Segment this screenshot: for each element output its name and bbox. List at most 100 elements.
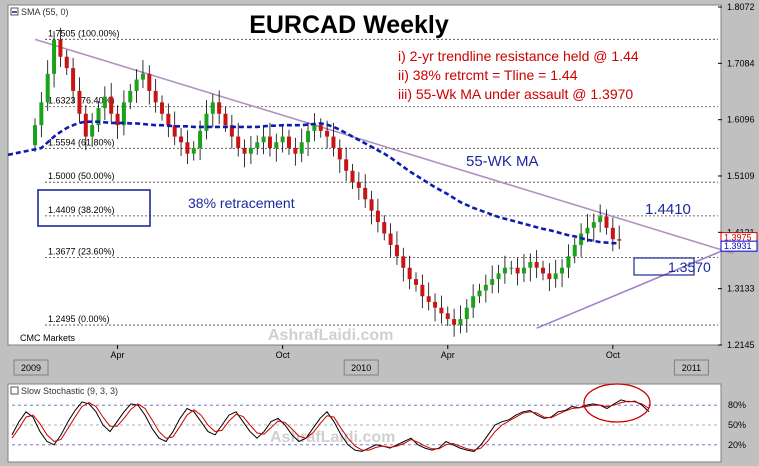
candle-down <box>534 262 539 268</box>
candle-down <box>445 313 450 320</box>
fib-label: 1.7505 (100.00%) <box>48 28 120 38</box>
candle-down <box>426 296 431 302</box>
candle-up <box>306 130 311 143</box>
candle-down <box>166 113 171 126</box>
candle-up <box>502 267 507 274</box>
fib-label: 1.5000 (50.00%) <box>48 171 115 181</box>
candle-down <box>433 301 438 308</box>
candle-down <box>83 113 88 137</box>
candle-down <box>610 227 615 240</box>
candle-down <box>452 319 457 325</box>
candle-down <box>515 267 520 274</box>
candle-down <box>337 147 342 160</box>
candle-down <box>604 216 609 228</box>
candle-up <box>585 227 590 234</box>
candle-up <box>198 130 203 148</box>
support-label: 1.3570 <box>668 259 711 275</box>
y-tick-label: 1.8072 <box>727 2 755 12</box>
candle-down <box>293 147 298 154</box>
price-tag <box>720 240 758 252</box>
candle-down <box>369 199 374 211</box>
candle-down <box>179 136 184 143</box>
indicator-label: SMA (55, 0) <box>21 7 69 17</box>
fib-label: 1.5594 (61.80%) <box>48 137 115 147</box>
candle-down <box>71 68 76 91</box>
x-tick-label: 2009 <box>21 363 41 373</box>
candle-down <box>363 187 368 200</box>
stochastic-tick-label: 80% <box>728 400 746 410</box>
candle-up <box>128 90 133 103</box>
candle-down <box>420 284 425 297</box>
candle-up <box>280 136 285 143</box>
fib-gridlines <box>45 38 718 326</box>
candle-up <box>45 73 50 103</box>
candle-down <box>375 210 380 223</box>
trendline <box>536 245 734 329</box>
candle-up <box>598 216 603 223</box>
chart-title: EURCAD Weekly <box>249 11 449 39</box>
candle-up <box>191 147 196 154</box>
candle-up <box>464 307 469 320</box>
stochastic-panel <box>7 383 722 463</box>
candle-down <box>267 136 272 148</box>
price-tag-label: 1.3975 <box>724 233 752 243</box>
candle-up <box>248 147 253 154</box>
y-tick-label: 1.3133 <box>727 284 755 294</box>
candle-down <box>318 125 323 131</box>
candle-down <box>217 102 222 114</box>
candle-up <box>134 79 139 91</box>
x-tick-label: Oct <box>276 350 291 360</box>
stochastic-tick-label: 20% <box>728 440 746 450</box>
candle-up <box>490 279 495 285</box>
candle-down <box>185 142 190 154</box>
candle-down <box>388 233 393 245</box>
x-tick-label: Apr <box>111 350 125 360</box>
price-panel <box>7 4 722 346</box>
candle-down <box>64 56 69 69</box>
candle-up <box>471 296 476 308</box>
candle-down <box>382 222 387 234</box>
candle-down <box>407 267 412 280</box>
candle-up <box>572 244 577 257</box>
candle-up <box>39 102 44 126</box>
candle-up <box>96 108 101 126</box>
y-axis: 1.80721.70841.60961.51091.41211.31331.21… <box>718 2 755 350</box>
watermark: AshrafLaidi.com <box>268 327 393 344</box>
stochastic-d-line <box>11 400 650 451</box>
candle-down <box>115 113 120 126</box>
candle-up <box>210 102 215 114</box>
candle-down <box>109 96 114 114</box>
candle-down <box>394 244 399 257</box>
candle-down <box>344 159 349 171</box>
candle-down <box>287 136 291 148</box>
sma-line <box>7 120 620 245</box>
resistance-label: 1.4410 <box>645 201 691 218</box>
x-tick-label: 2011 <box>682 363 701 373</box>
candle-down <box>331 136 336 148</box>
annotation-1: i) 2-yr trendline resistance held @ 1.44 <box>398 48 639 64</box>
candle-down <box>541 267 545 274</box>
support-box <box>633 257 695 276</box>
candle-up <box>312 125 317 131</box>
candle-up <box>521 267 526 274</box>
candle-down <box>547 273 552 280</box>
candle-up <box>458 319 463 325</box>
candle-up <box>140 73 145 80</box>
stochastic-tick-label: 50% <box>728 420 746 430</box>
fib-label: 1.2495 (0.00%) <box>48 314 110 324</box>
candle-down <box>160 102 164 114</box>
stochastic-watermark: AshrafLaidi.com <box>270 429 395 446</box>
annotation-3: iii) 55-Wk MA under assault @ 1.3970 <box>398 86 633 102</box>
candle-up <box>261 136 266 143</box>
x-year-box <box>13 359 49 376</box>
candle-up <box>274 142 279 148</box>
candle-up <box>121 102 126 126</box>
candle-up <box>566 256 571 268</box>
candle-down <box>617 239 622 241</box>
candle-down <box>350 170 355 183</box>
x-tick-label: 2010 <box>351 363 371 373</box>
candle-up <box>496 273 501 280</box>
y-tick-label: 1.5109 <box>727 171 755 181</box>
